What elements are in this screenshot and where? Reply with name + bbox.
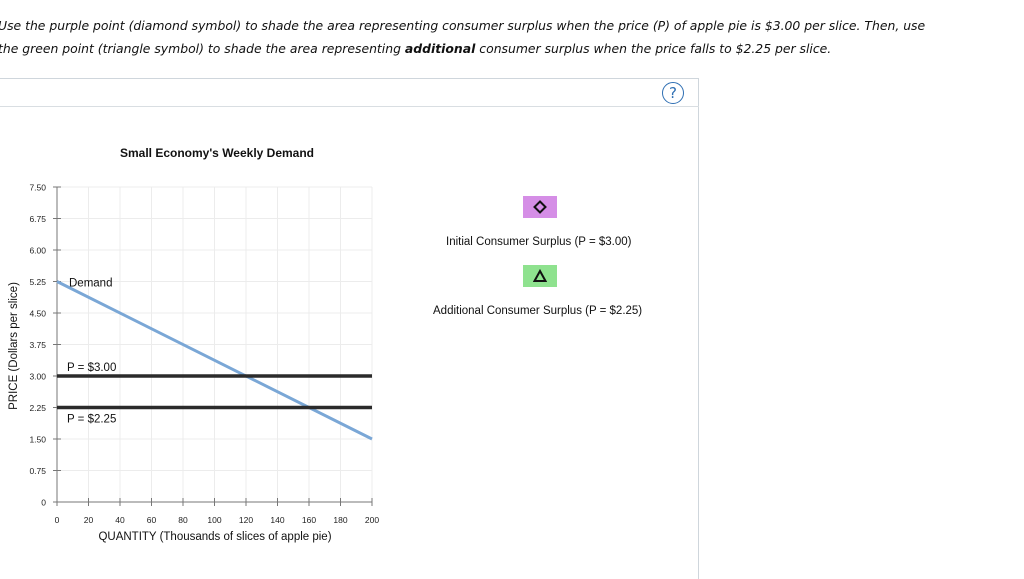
x-tick-label: 0 (55, 515, 60, 525)
demand-curve (56, 280, 373, 441)
demand-label: Demand (69, 278, 112, 290)
x-tick-label: 120 (239, 515, 253, 525)
x-tick-label: 160 (302, 515, 316, 525)
y-tick-label: 0 (41, 498, 46, 508)
graph-panel (0, 78, 699, 579)
x-tick-label: 40 (115, 515, 125, 525)
chart-title: Small Economy's Weekly Demand (120, 146, 314, 160)
price-line-label: P = $3.00 (67, 362, 116, 374)
x-tick-label: 80 (178, 515, 188, 525)
y-axis-label: PRICE (Dollars per slice) (8, 282, 20, 410)
x-tick-label: 200 (365, 515, 379, 525)
x-tick-label: 180 (333, 515, 347, 525)
x-tick-label: 20 (84, 515, 94, 525)
additional-consumer-surplus-label: Additional Consumer Surplus (P = $2.25) (433, 305, 643, 317)
y-tick-label: 5.25 (29, 277, 46, 287)
x-tick-label: 140 (270, 515, 284, 525)
y-tick-label: 1.50 (29, 435, 46, 445)
triangle-icon (533, 269, 547, 282)
y-tick-label: 6.00 (29, 246, 46, 256)
y-tick-label: 4.50 (29, 309, 46, 319)
y-tick-label: 2.25 (29, 403, 46, 413)
initial-consumer-surplus-label: Initial Consumer Surplus (P = $3.00) (446, 236, 632, 248)
instruction-line-2-end: consumer surplus when the price falls to… (475, 41, 832, 56)
instructions: Use the purple point (diamond symbol) to… (0, 14, 1024, 60)
instruction-line-2: the green point (triangle symbol) to sha… (0, 37, 1022, 60)
y-tick-label: 3.75 (29, 340, 46, 350)
instruction-bold-additional: additional (404, 41, 476, 56)
instruction-line-2-start: the green point (triangle symbol) to sha… (0, 41, 405, 56)
y-tick-label: 6.75 (29, 214, 46, 224)
help-button[interactable]: ? (662, 82, 684, 104)
x-tick-label: 60 (147, 515, 157, 525)
green-triangle-tool[interactable] (523, 265, 557, 287)
diamond-icon (533, 200, 547, 214)
y-tick-label: 7.50 (29, 183, 46, 193)
x-tick-label: 100 (207, 515, 221, 525)
y-tick-label: 0.75 (29, 466, 46, 476)
purple-diamond-tool[interactable] (523, 196, 557, 218)
help-icon: ? (669, 84, 677, 102)
x-axis-label: QUANTITY (Thousands of slices of apple p… (98, 531, 331, 543)
y-tick-label: 3.00 (29, 372, 46, 382)
instruction-line-1: Use the purple point (diamond symbol) to… (0, 18, 926, 33)
panel-divider (0, 106, 699, 107)
price-line-label: P = $2.25 (67, 414, 116, 426)
demand-chart[interactable]: Small Economy's Weekly Demand QUANTITY (… (0, 0, 1024, 560)
